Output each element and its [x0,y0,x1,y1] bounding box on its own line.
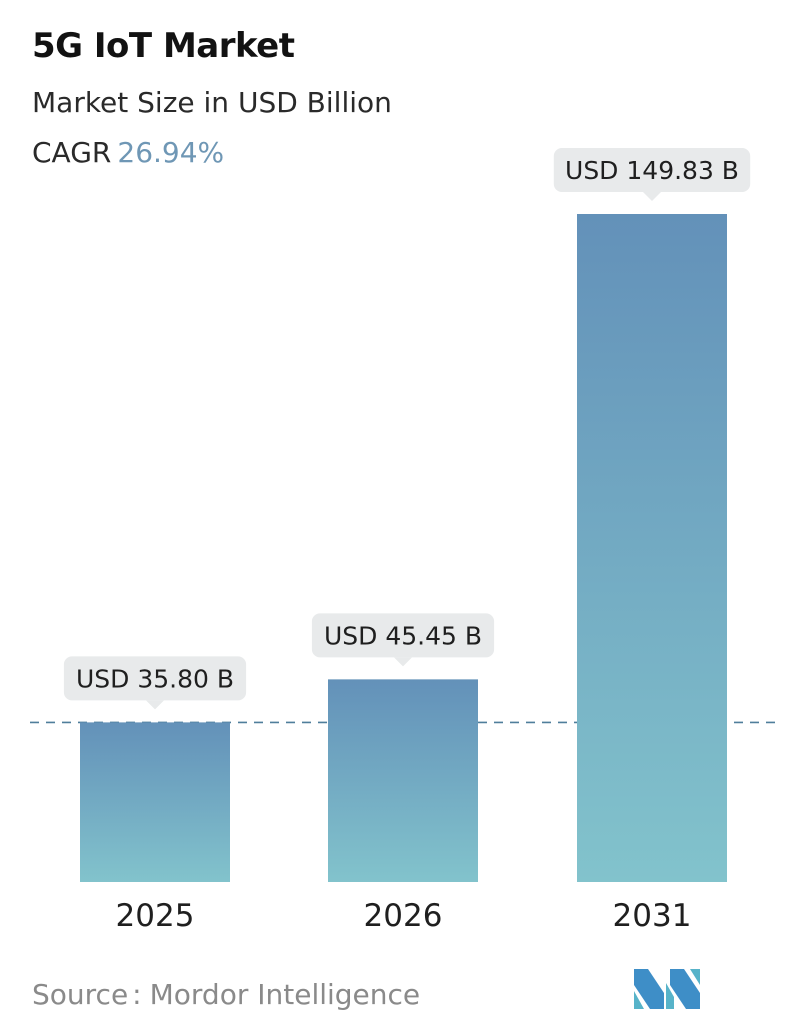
value-callout-pointer [643,192,661,201]
value-callout-box [311,613,495,658]
data-label-2026: USD 45.45 B [324,621,482,650]
source-line: Source: Mordor Intelligence [32,978,420,1011]
value-callout-box [553,148,751,192]
cagr-label: CAGR [32,136,112,169]
x-tick-label-2026: 2026 [364,898,443,934]
bar-2026 [328,679,478,882]
source-value: Mordor Intelligence [149,978,421,1011]
source-label: Source [32,978,129,1011]
value-callout-box [63,656,247,701]
bar-2031 [577,214,727,882]
value-callout-pointer [146,700,164,710]
chart-subtitle: Market Size in USD Billion [32,86,392,119]
value-callout-2031: USD 149.83 B [553,148,751,201]
x-tick-label-2031: 2031 [613,898,692,934]
bar-2025 [80,722,230,882]
cagr-value: 26.94% [117,136,225,169]
value-callout-pointer [394,657,412,667]
cagr-line: CAGR 26.94% [32,136,224,169]
labels-layer: 2025 USD 35.80 B 2026 USD 45.45 B 2031 USD 14… [63,148,751,934]
x-tick-label-2025: 2025 [116,898,195,934]
data-label-2031: USD 149.83 B [565,156,739,185]
source-separator: : [132,978,142,1011]
mordor-intelligence-logo-icon [634,969,700,1009]
value-callout-2025: USD 35.80 B [63,656,247,710]
bars-layer [30,214,780,882]
data-label-2025: USD 35.80 B [76,664,234,693]
value-callout-2026: USD 45.45 B [311,613,495,667]
bar-chart: 2025 USD 35.80 B 2026 USD 45.45 B 2031 USD 14… [30,148,780,934]
chart-title: 5G IoT Market [32,26,295,66]
